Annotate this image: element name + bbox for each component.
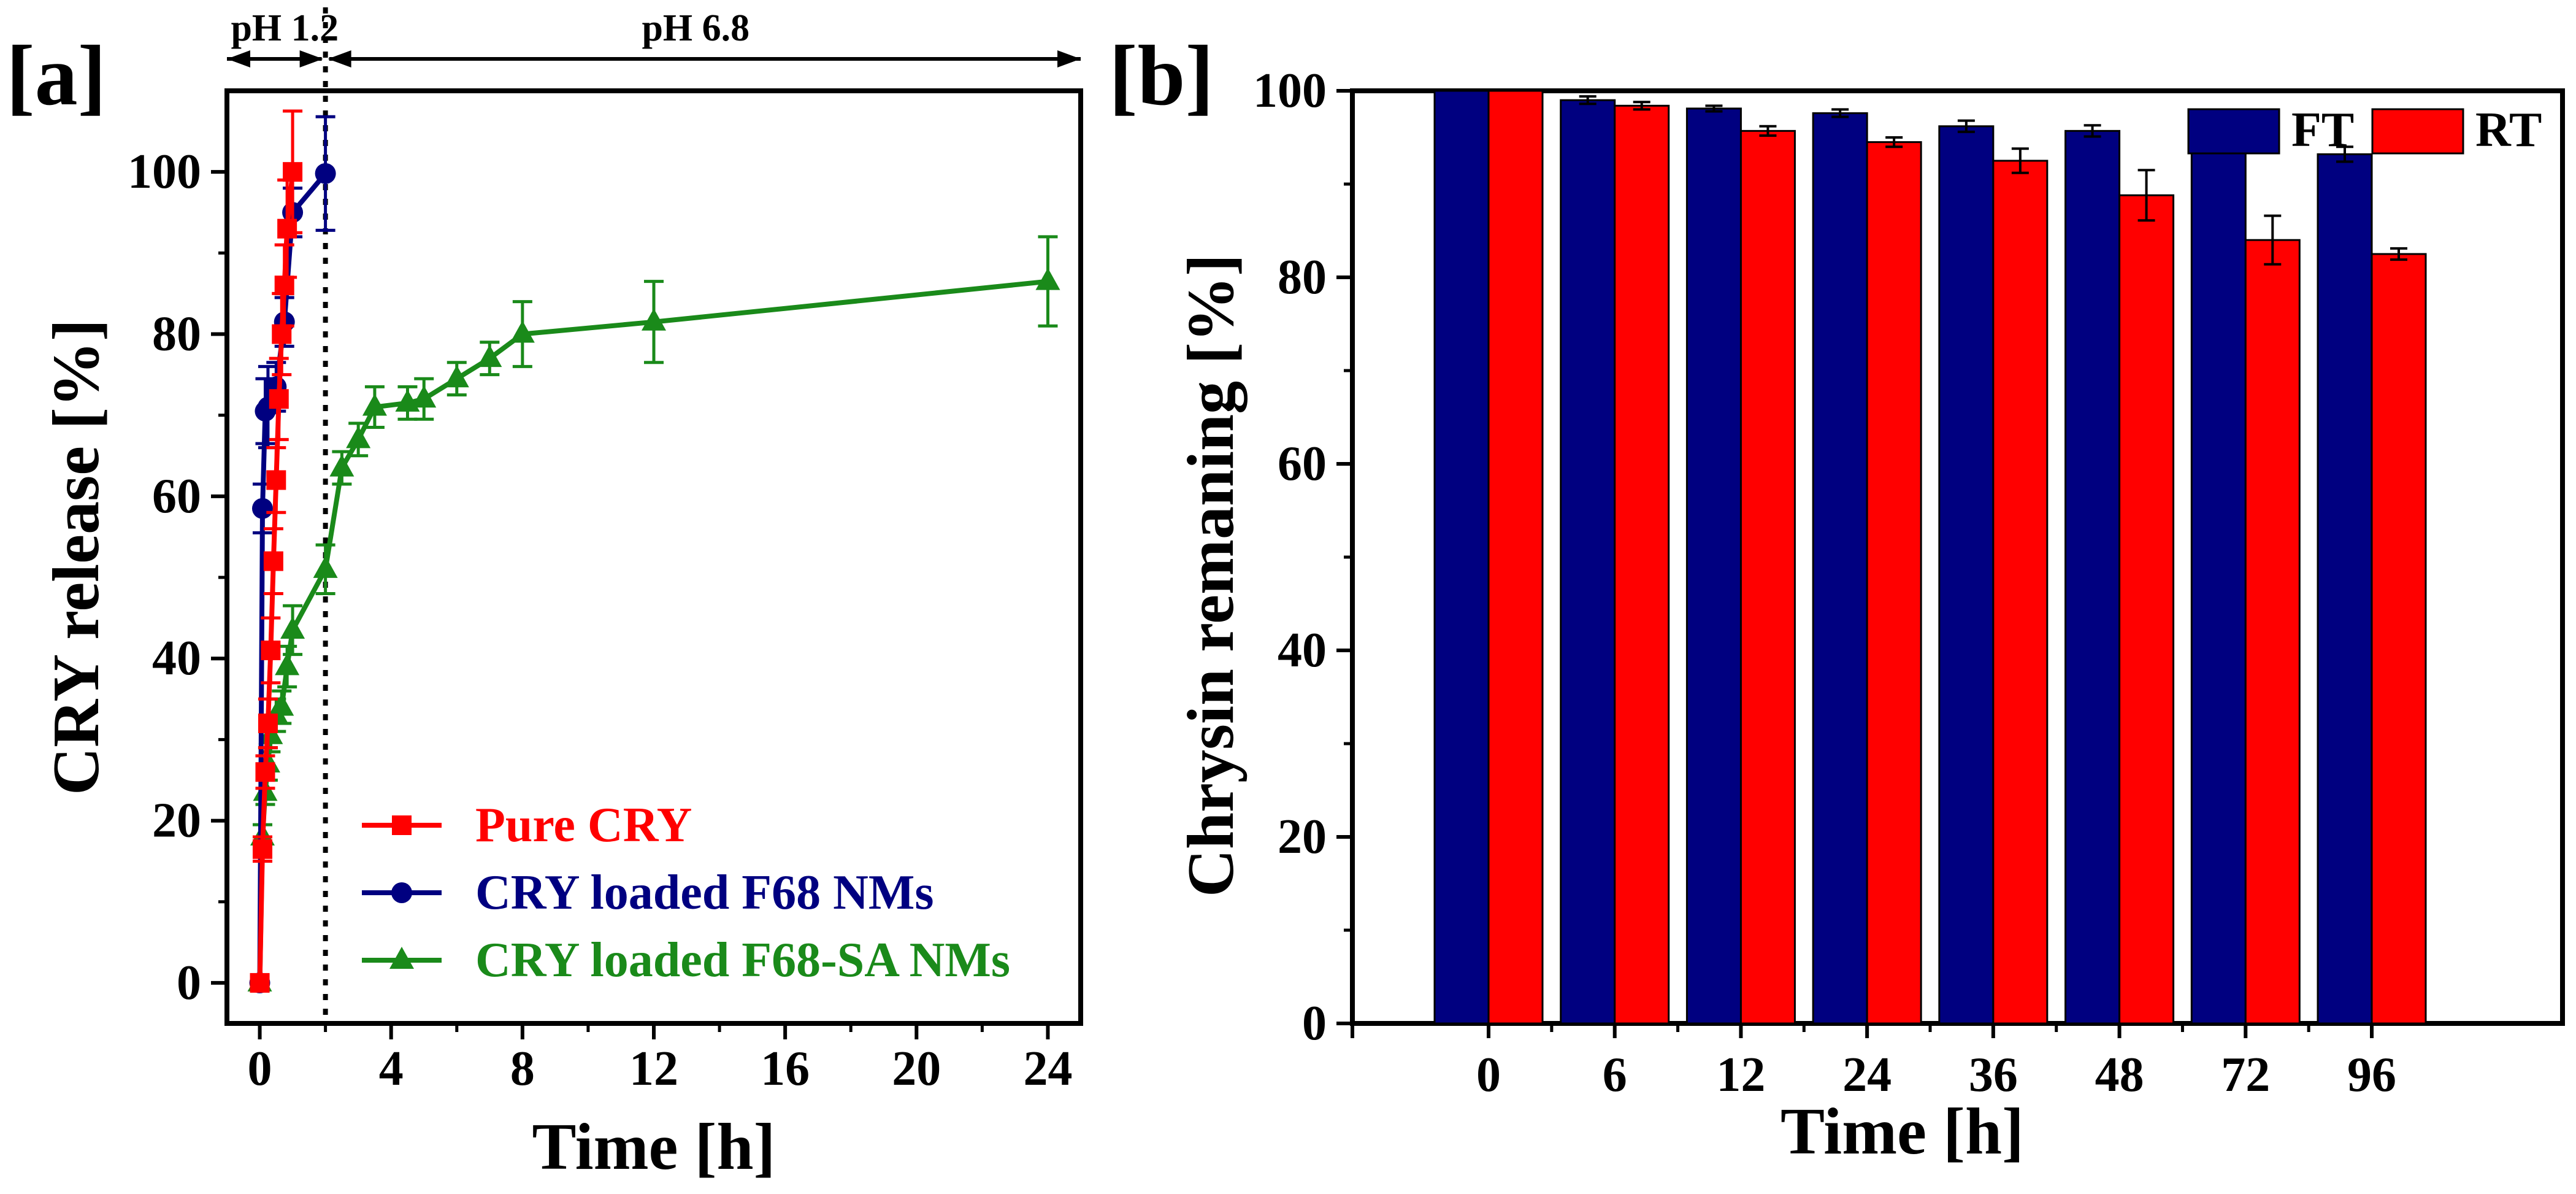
data-point-cry-loaded-f68-sa-nms xyxy=(329,454,355,477)
bar-rt xyxy=(1866,141,1922,1025)
bar-ft xyxy=(2064,129,2121,1025)
bar-ft xyxy=(1812,112,1868,1025)
ph-neutral-arrow-left-head xyxy=(328,50,351,67)
bar-ft xyxy=(2190,147,2247,1025)
data-point-pure-cry xyxy=(266,470,286,490)
data-point-cry-loaded-f68-sa-nms xyxy=(642,308,666,331)
legend-swatch-rt xyxy=(2371,108,2464,155)
bar-rt xyxy=(2118,194,2175,1025)
legend-label-cry-loaded-f68-nms: CRY loaded F68 NMs xyxy=(475,866,934,920)
bar-ft xyxy=(1560,99,1616,1025)
data-point-cry-loaded-f68-sa-nms xyxy=(1035,268,1060,290)
panel-a-x-tick-label: 8 xyxy=(510,1042,535,1096)
panel-b-y-tick-label: 0 xyxy=(1302,996,1327,1050)
panel-a-y-tick-label: 60 xyxy=(152,469,201,523)
legend-swatch-ft xyxy=(2187,108,2280,155)
ph-acid-label: pH 1.2 xyxy=(231,7,339,49)
legend-label-cry-loaded-f68-sa-nms: CRY loaded F68-SA NMs xyxy=(475,933,1010,987)
legend-marker-pure-cry xyxy=(392,815,412,835)
panel-b-x-tick-label: 72 xyxy=(2221,1048,2270,1102)
data-point-pure-cry xyxy=(252,839,272,859)
data-point-cry-loaded-f68-sa-nms xyxy=(412,385,437,408)
bar-rt xyxy=(2244,239,2301,1025)
bar-rt xyxy=(1739,129,1796,1025)
panel-a-x-tick-label: 20 xyxy=(892,1042,941,1096)
panel-a-y-axis-label: CRY release [%] xyxy=(40,319,113,795)
panel-a-y-tick-label: 40 xyxy=(152,631,201,685)
data-point-cry-loaded-f68-sa-nms xyxy=(362,393,387,416)
panel-b-y-tick-label: 20 xyxy=(1278,810,1327,864)
legend-marker-cry-loaded-f68-sa-nms xyxy=(389,947,414,969)
panel-a-y-tick-label: 20 xyxy=(152,794,201,848)
data-point-cry-loaded-f68-sa-nms xyxy=(280,616,305,639)
ph-neutral-arrow-right-head xyxy=(1057,50,1081,67)
data-point-pure-cry xyxy=(250,973,270,993)
bar-rt xyxy=(1487,90,1544,1025)
panel-a-x-tick-label: 24 xyxy=(1023,1042,1072,1096)
panel-a-y-tick-label: 100 xyxy=(128,145,201,199)
data-point-pure-cry xyxy=(274,275,294,296)
data-point-pure-cry xyxy=(255,762,275,782)
bar-rt xyxy=(1614,104,1670,1025)
panel-b-x-axis-label: Time [h] xyxy=(1781,1095,2024,1168)
panel-b-y-tick-label: 40 xyxy=(1278,623,1327,677)
bar-rt xyxy=(1992,160,2049,1025)
panel-b-y-axis-label: Chrysin remaning [%] xyxy=(1175,254,1248,897)
panel-a-x-tick-label: 4 xyxy=(379,1042,404,1096)
legend-marker-cry-loaded-f68-nms xyxy=(391,882,412,903)
ph-acid-arrow-left-head xyxy=(227,50,250,67)
legend-label-rt: RT xyxy=(2475,103,2542,157)
data-point-pure-cry xyxy=(261,641,281,660)
panel-b-x-tick-label: 36 xyxy=(1969,1048,2018,1102)
data-point-cry-loaded-f68-sa-nms xyxy=(275,653,300,676)
data-point-cry-loaded-f68-sa-nms xyxy=(346,426,371,449)
bar-ft xyxy=(1433,90,1490,1025)
data-point-cry-loaded-f68-sa-nms xyxy=(444,365,469,388)
ph-neutral-label: pH 6.8 xyxy=(642,7,749,49)
panel-b-x-tick-label: 0 xyxy=(1476,1048,1501,1102)
panel-b-x-tick-label: 96 xyxy=(2347,1048,2396,1102)
data-point-pure-cry xyxy=(258,713,278,733)
legend-label-pure-cry: Pure CRY xyxy=(475,798,692,852)
panel-b-x-tick-label: 24 xyxy=(1842,1048,1892,1102)
bar-ft xyxy=(2317,153,2373,1025)
ph-acid-arrow-right-head xyxy=(299,50,323,67)
bar-ft xyxy=(1685,107,1742,1025)
panel-b-x-tick-label: 12 xyxy=(1716,1048,1765,1102)
panel-b-y-tick-label: 80 xyxy=(1278,250,1327,304)
data-point-cry-loaded-f68-sa-nms xyxy=(313,555,338,578)
panel-b-x-tick-label: 48 xyxy=(2095,1048,2144,1102)
panel-b-x-tick-label: 6 xyxy=(1603,1048,1627,1102)
data-point-pure-cry xyxy=(272,324,292,344)
data-point-cry-loaded-f68-sa-nms xyxy=(269,693,294,716)
panel-a-x-tick-label: 16 xyxy=(761,1042,810,1096)
panel-a-x-axis-label: Time [h] xyxy=(532,1111,776,1184)
data-point-cry-loaded-f68-nms xyxy=(315,163,336,184)
data-point-cry-loaded-f68-nms xyxy=(251,498,273,519)
panel-a-label: [a] xyxy=(6,28,106,123)
legend-label-ft: FT xyxy=(2291,103,2354,157)
panel-a-x-tick-label: 0 xyxy=(248,1042,272,1096)
panel-a-x-tick-label: 12 xyxy=(629,1042,678,1096)
bar-ft xyxy=(1938,125,1995,1025)
panel-a-y-tick-label: 0 xyxy=(177,956,201,1010)
panel-a-y-tick-label: 80 xyxy=(152,307,201,361)
data-point-pure-cry xyxy=(263,551,283,571)
data-point-cry-loaded-f68-sa-nms xyxy=(477,345,502,368)
data-point-pure-cry xyxy=(269,389,289,409)
data-point-cry-loaded-f68-sa-nms xyxy=(510,320,535,343)
panel-b-label: [b] xyxy=(1109,28,1214,123)
panel-b-y-tick-label: 100 xyxy=(1253,64,1327,118)
bar-rt xyxy=(2371,253,2427,1025)
data-point-pure-cry xyxy=(283,162,303,182)
panel-b-y-tick-label: 60 xyxy=(1278,437,1327,491)
